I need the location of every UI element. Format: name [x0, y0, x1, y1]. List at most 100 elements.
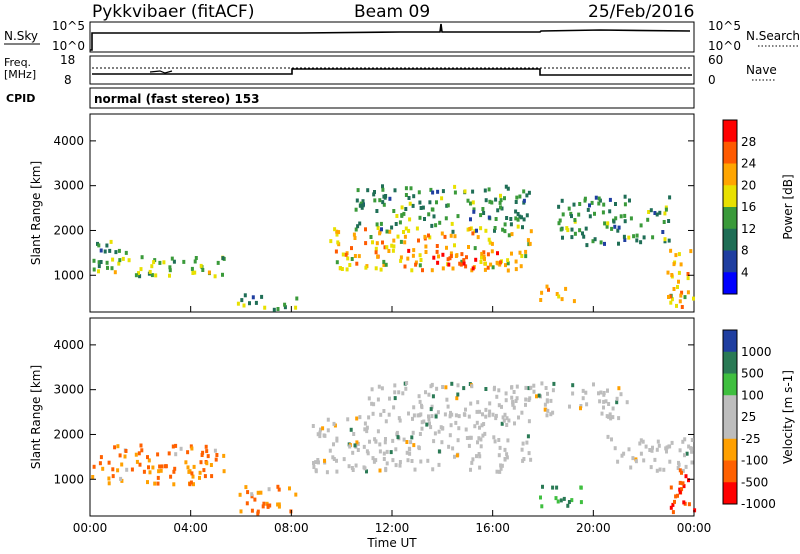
data-cell — [689, 249, 693, 254]
data-cell — [680, 487, 684, 492]
data-cell — [323, 458, 326, 463]
data-cell — [605, 414, 609, 419]
data-cell — [471, 266, 475, 271]
data-cell — [326, 428, 330, 433]
data-cell — [491, 412, 495, 417]
data-cell — [501, 415, 505, 420]
data-cell — [514, 399, 518, 403]
data-cell — [559, 498, 563, 503]
data-cell — [557, 221, 561, 226]
data-cell — [510, 395, 514, 400]
data-cell — [239, 509, 243, 514]
data-cell — [511, 399, 515, 404]
data-cell — [379, 267, 383, 272]
y-axis-label: Slant Range [km] — [29, 161, 43, 265]
data-cell — [190, 446, 194, 451]
data-cell — [426, 458, 430, 463]
data-cell — [325, 470, 329, 475]
data-cell — [440, 196, 444, 201]
data-cell — [107, 476, 111, 481]
data-cell — [496, 208, 500, 213]
data-cell — [608, 197, 612, 202]
data-cell — [482, 211, 486, 215]
colorbar-tick-label: 100 — [741, 388, 764, 402]
data-cell — [505, 416, 509, 421]
data-cell — [483, 188, 487, 193]
data-cell — [651, 235, 655, 240]
data-cell — [469, 201, 472, 206]
data-cell — [400, 213, 404, 218]
data-cell — [545, 413, 549, 418]
data-cell — [507, 418, 511, 423]
data-cell — [430, 223, 434, 228]
data-cell — [475, 228, 478, 233]
data-cell — [611, 406, 615, 411]
data-cell — [268, 503, 272, 508]
data-cell — [405, 440, 409, 444]
colorbar-swatch — [723, 185, 737, 208]
data-cell — [494, 217, 498, 221]
data-cell — [488, 199, 492, 204]
data-cell — [392, 244, 396, 249]
data-cell — [382, 259, 386, 264]
colorbar-frame — [722, 119, 738, 295]
data-cell — [262, 501, 266, 506]
data-cell — [385, 461, 389, 466]
cpid-text: normal (fast stereo) 153 — [94, 92, 260, 106]
data-cell — [130, 467, 134, 472]
data-cell — [671, 502, 675, 507]
data-cell — [174, 452, 178, 457]
data-cell — [684, 464, 688, 469]
data-cell — [608, 209, 612, 214]
data-cell — [425, 422, 429, 427]
data-cell — [378, 449, 382, 454]
data-cell — [639, 438, 643, 443]
data-cell — [464, 427, 468, 432]
data-cell — [116, 444, 120, 449]
data-cell — [106, 265, 109, 270]
data-cell — [498, 262, 502, 267]
data-cell — [99, 260, 103, 264]
data-cell — [462, 261, 466, 266]
data-cell — [690, 460, 694, 465]
data-cell — [436, 410, 440, 415]
data-cell — [478, 425, 481, 430]
data-cell — [367, 396, 371, 401]
data-cell — [639, 223, 643, 228]
data-cell — [283, 302, 287, 307]
data-cell — [565, 226, 569, 231]
data-cell — [319, 427, 322, 432]
data-cell — [500, 404, 503, 409]
data-cell — [487, 237, 491, 242]
data-cell — [477, 452, 481, 456]
data-cell — [477, 436, 481, 441]
data-cell — [382, 457, 386, 461]
data-cell — [147, 465, 150, 470]
data-cell — [677, 270, 681, 275]
data-cell — [92, 464, 96, 469]
data-cell — [421, 205, 425, 210]
data-cell — [418, 200, 422, 205]
data-cell — [597, 201, 601, 206]
data-cell — [655, 447, 659, 452]
data-cell — [103, 249, 107, 254]
data-cell — [522, 189, 526, 194]
data-cell — [484, 414, 488, 419]
station-title: Pykkvibaer (fitACF) — [92, 2, 255, 22]
data-cell — [469, 401, 473, 406]
data-cell — [469, 467, 472, 472]
data-cell — [353, 254, 357, 258]
data-cell — [527, 190, 531, 195]
data-cell — [333, 227, 337, 232]
data-cell — [283, 305, 287, 310]
data-cell — [204, 444, 208, 449]
data-cell — [391, 458, 395, 463]
data-cell — [443, 234, 447, 239]
data-cell — [522, 198, 526, 203]
data-cell — [441, 189, 445, 194]
data-cell — [203, 474, 207, 479]
data-cell — [473, 424, 477, 429]
data-cell — [222, 469, 226, 474]
data-cell — [668, 294, 672, 299]
